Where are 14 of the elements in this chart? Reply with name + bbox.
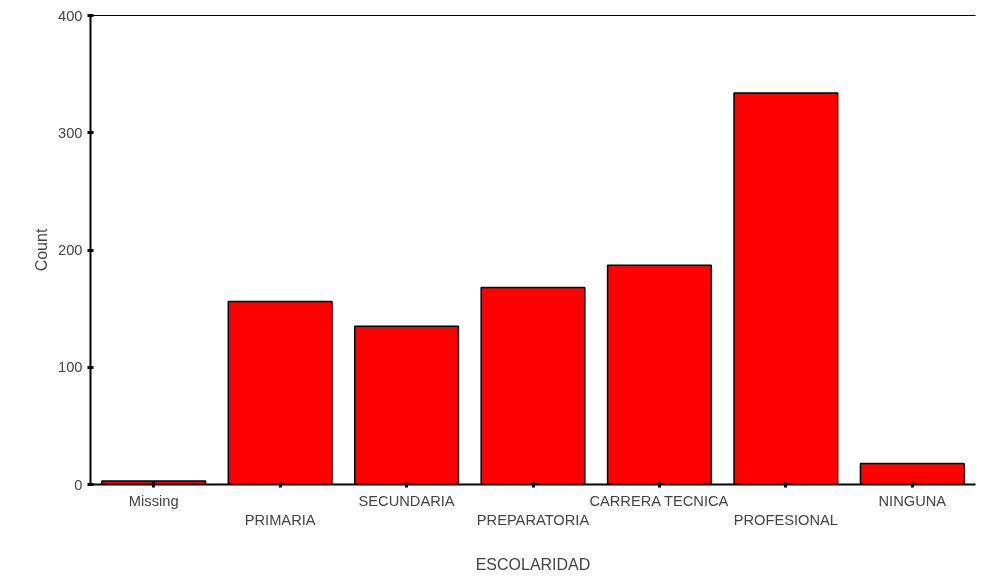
y-axis-title: Count [33,228,51,272]
y-tick-label: 400 [58,7,83,24]
y-tick-label: 200 [58,242,83,258]
x-tick-label: PREPARATORIA [476,511,590,528]
x-axis-title: ESCOLARIDAD [475,555,591,573]
y-tick-label: 100 [58,359,83,376]
x-tick-label: NINGUNA [878,492,947,509]
x-tick-label: CARRERA TECNICA [589,492,729,509]
x-tick-label: SECUNDARIA [358,492,455,509]
x-tick-label: PRIMARIA [244,511,316,528]
x-tick-label: Missing [128,492,179,509]
x-tick-label: PROFESIONAL [733,511,838,528]
y-tick-label: 0 [74,476,83,493]
y-tick-label: 300 [58,124,83,141]
